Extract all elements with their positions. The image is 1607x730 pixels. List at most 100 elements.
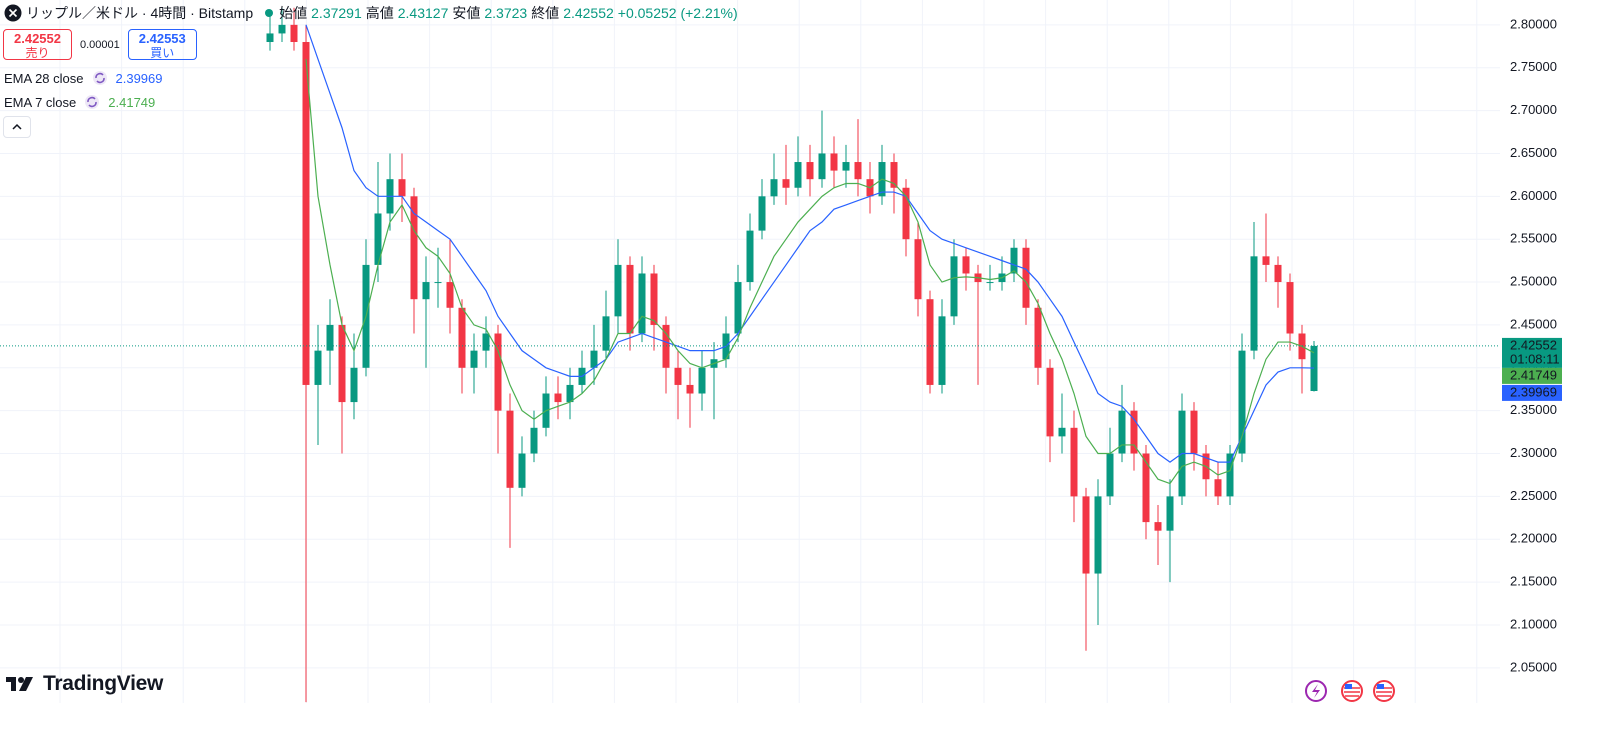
- candle-body: [734, 282, 742, 334]
- candle-body: [494, 333, 502, 411]
- candle-body: [434, 282, 442, 284]
- candle-body: [770, 179, 778, 197]
- candle-body: [698, 367, 706, 394]
- candle-body: [518, 453, 526, 488]
- ohlc-label: 終値: [531, 5, 560, 21]
- candle-body: [686, 384, 694, 394]
- candle-body: [1058, 427, 1066, 437]
- candle-body: [674, 367, 682, 385]
- logo: TradingView: [6, 672, 163, 696]
- ohlc-value: 2.43127: [397, 5, 449, 21]
- ohlc-value: 2.37291: [311, 5, 362, 21]
- header: リップル／米ドル · 4時間 · Bitstamp 始値 2.37291 高値 2.…: [4, 3, 738, 23]
- icon: [12, 123, 22, 130]
- candle-body: [926, 299, 934, 385]
- candle-body: [1034, 307, 1042, 368]
- ema-line: [305, 24, 1315, 463]
- indicator-legend: EMA 28 close 2.39969: [4, 70, 163, 86]
- candle-body: [1238, 350, 1246, 454]
- sell-button[interactable]: 2.42552 売り: [3, 29, 72, 60]
- indicator-legend: EMA 7 close 2.41749: [4, 94, 155, 110]
- ema28-tag-label: 2.39969: [1510, 384, 1557, 399]
- candle-body: [626, 264, 634, 334]
- status-dot: [265, 9, 274, 17]
- y-tick-label: 2.65000: [1510, 145, 1557, 160]
- candle-body: [794, 162, 802, 188]
- y-tick-label: 2.50000: [1510, 273, 1557, 288]
- last-price-label: 2.42552: [1510, 337, 1557, 352]
- candle-body: [1046, 367, 1054, 437]
- icon: [1312, 684, 1320, 698]
- candle-body: [890, 162, 898, 188]
- trade-panel: 2.42552 売り 0.00001 2.42553 買い: [3, 29, 197, 60]
- ema-line: [305, 59, 1315, 485]
- candle-body: [758, 196, 766, 231]
- indicator-value: 2.39969: [115, 70, 163, 86]
- symbol-icon: [4, 4, 22, 22]
- sell-label: 売り: [25, 46, 50, 60]
- countdown: 01:08:11: [1510, 351, 1560, 366]
- y-tick-label: 2.15000: [1510, 574, 1557, 589]
- candle-body: [746, 230, 754, 283]
- ohlc-label: 始値: [279, 5, 308, 21]
- ohlc-label: 高値: [365, 5, 394, 21]
- candle-body: [1070, 427, 1078, 497]
- buy-button[interactable]: 2.42553 買い: [127, 29, 197, 60]
- candle-body: [1094, 496, 1102, 574]
- y-tick-label: 2.25000: [1510, 488, 1557, 503]
- candle-body: [1142, 453, 1150, 523]
- candle-body: [530, 427, 538, 454]
- bottom-icons: [1305, 680, 1395, 702]
- candle-body: [470, 350, 478, 368]
- candle-body: [398, 179, 406, 197]
- candle-body: [326, 324, 334, 351]
- candle-body: [422, 282, 430, 300]
- spread: 0.00001: [80, 38, 120, 51]
- candle-body: [614, 264, 622, 317]
- candle-body: [842, 162, 850, 171]
- ohlc-value: 2.42552: [563, 5, 614, 21]
- candle-body: [1118, 410, 1126, 454]
- candle-body: [278, 24, 286, 34]
- candle-body: [1274, 264, 1282, 283]
- icon[interactable]: [84, 94, 100, 110]
- candle-body: [938, 316, 946, 385]
- candle-body: [1106, 453, 1114, 497]
- candle-body: [638, 273, 646, 334]
- candle-body: [482, 333, 490, 351]
- candle-body: [950, 256, 958, 317]
- ema28-tag: [1502, 384, 1562, 401]
- buy-price: 2.42553: [138, 31, 186, 46]
- y-tick-label: 2.20000: [1510, 531, 1557, 546]
- candle-body: [1010, 247, 1018, 274]
- y-tick-label: 2.60000: [1510, 188, 1557, 203]
- ohlc-label: 安値: [452, 5, 481, 21]
- y-tick-label: 2.45000: [1510, 316, 1557, 331]
- change: +0.05252 (+2.21%): [617, 5, 738, 21]
- candle-body: [1226, 453, 1234, 497]
- logo-text: TradingView: [43, 672, 164, 695]
- price-axis: 2.05000 2.10000 2.15000 2.20000 2.25000 2.300…: [1502, 16, 1562, 674]
- icon[interactable]: [1305, 680, 1327, 702]
- candle-body: [1130, 410, 1138, 454]
- collapse-button[interactable]: [3, 116, 31, 138]
- indicator-value: 2.41749: [108, 94, 156, 110]
- candle-body: [986, 282, 994, 284]
- candle-body: [914, 239, 922, 300]
- candle-body: [902, 187, 910, 240]
- candle-body: [1262, 256, 1270, 265]
- candle-body: [314, 350, 322, 385]
- icon[interactable]: [92, 70, 108, 86]
- sell-price: 2.42552: [14, 31, 61, 46]
- y-tick-label: 2.80000: [1510, 16, 1557, 31]
- ohlc-value: 2.3723: [484, 5, 528, 21]
- candle-body: [590, 350, 598, 368]
- candle-body: [1190, 410, 1198, 454]
- buy-label: 買い: [150, 46, 175, 60]
- candle-body: [1022, 247, 1030, 308]
- icon: [1345, 684, 1352, 689]
- indicator-name: EMA 7 close: [4, 94, 77, 110]
- plot-area: [0, 7, 1500, 703]
